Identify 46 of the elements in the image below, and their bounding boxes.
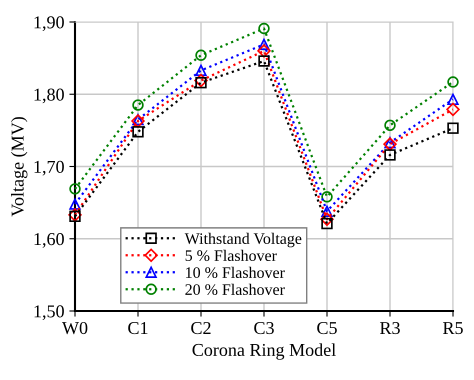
- point: [257, 44, 271, 58]
- point: [446, 102, 460, 116]
- point: [69, 198, 81, 210]
- x-tick-label: C1: [128, 322, 148, 334]
- x-axis-title: Corona Ring Model: [192, 343, 336, 360]
- point: [384, 136, 396, 148]
- legend-label: 5 % Flashover: [186, 250, 277, 262]
- point: [195, 50, 207, 61]
- point: [384, 149, 396, 161]
- point: [447, 94, 459, 106]
- x-tick-label: C2: [191, 322, 211, 334]
- y-tick-label: 1,70: [34, 160, 64, 176]
- y-tick-label: 1,50: [34, 305, 64, 320]
- y-tick-label: 1,90: [34, 16, 64, 32]
- point: [69, 183, 81, 195]
- point: [447, 76, 459, 88]
- point: [258, 38, 270, 50]
- point: [321, 218, 333, 230]
- x-tick-label: C5: [317, 322, 337, 334]
- point: [194, 74, 208, 88]
- x-tick-label: R3: [380, 322, 400, 334]
- y-tick-label: 1,80: [34, 88, 64, 104]
- point: [258, 55, 270, 67]
- legend-label: 20 % Flashover: [185, 284, 285, 296]
- x-tick-label: C3: [254, 322, 274, 334]
- point: [383, 137, 397, 151]
- point: [258, 22, 270, 34]
- point: [132, 99, 144, 111]
- point: [132, 126, 144, 138]
- x-tick-label: W0: [62, 322, 88, 334]
- y-axis-title: Voltage (MV): [11, 117, 28, 217]
- point: [131, 114, 145, 128]
- legend-label: 10 % Flashover: [186, 266, 285, 278]
- point: [384, 120, 396, 132]
- point: [320, 212, 334, 226]
- point: [321, 206, 333, 217]
- point: [321, 191, 333, 203]
- point: [195, 76, 207, 88]
- legend-label: Withstand Voltage: [184, 232, 302, 248]
- y-tick-label: 1,60: [34, 233, 64, 248]
- point: [68, 208, 82, 222]
- point: [132, 114, 144, 126]
- point: [69, 210, 81, 222]
- x-tick-label: R5: [442, 322, 463, 334]
- point: [195, 64, 207, 76]
- point: [447, 122, 459, 134]
